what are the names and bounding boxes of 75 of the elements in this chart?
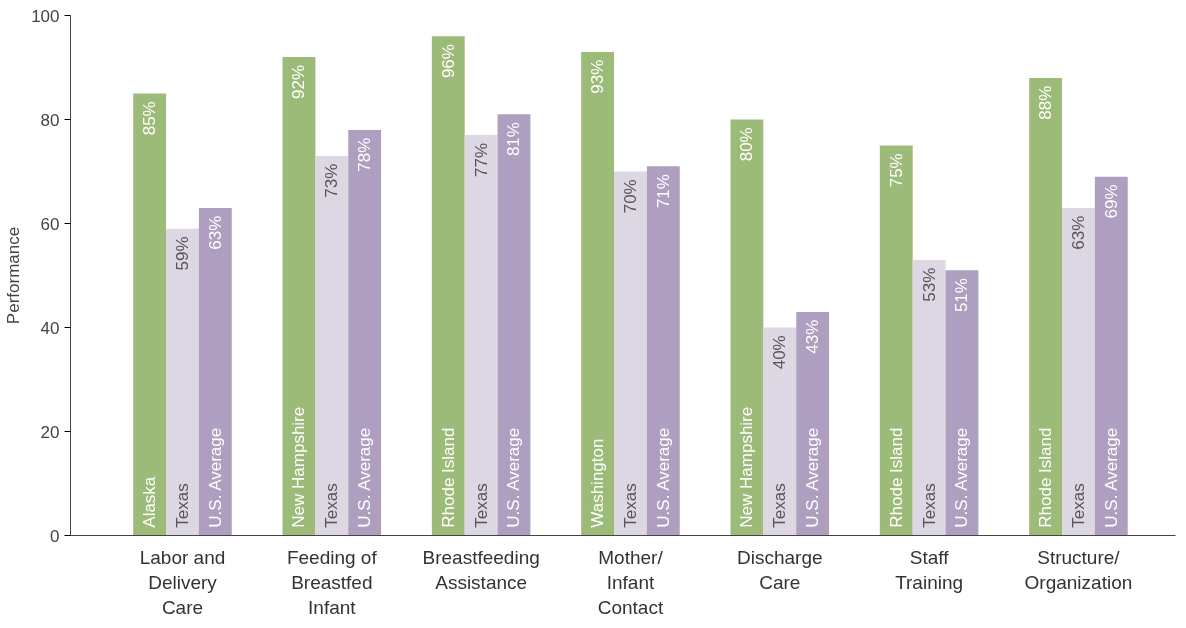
annotation: Washington [588,438,608,528]
bar [646,166,680,536]
y-tick-label: 60 [40,214,60,234]
x-tick-label: Structure/ Organization [1024,546,1133,593]
data-label: 69% [1101,184,1121,219]
bar [581,51,615,536]
data-label: 63% [1068,215,1088,250]
data-label: 93% [588,59,608,94]
bar [763,327,797,536]
bar [315,155,349,536]
data-label: 70% [620,179,640,214]
y-tick-label: 0 [50,526,60,546]
text: Texas [322,483,342,528]
bar [730,119,764,536]
data-label: 85% [140,101,160,136]
text: U.S. Average [803,427,823,528]
text: Texas [172,483,192,528]
annotation: New Hampshire [737,406,757,528]
text: U.S. Average [504,427,524,528]
data-label: 75% [886,153,906,188]
text: U.S. Average [205,427,225,528]
bar [879,145,913,536]
data-label: 81% [504,122,524,157]
x-tick-label: Feeding of Breastfed Infant [286,546,378,618]
data-label: 43% [803,319,823,354]
bar [614,171,647,536]
data-label: 51% [952,278,972,313]
data-label: 96% [438,44,458,79]
bar [464,135,498,536]
data-label: 40% [770,335,790,370]
data-label: 73% [322,163,342,198]
text: Texas [770,483,790,528]
data-label: 71% [653,174,673,209]
bar [431,36,465,536]
bar [912,259,946,536]
y-tick-label: 100 [31,6,60,26]
data-label: 63% [205,215,225,250]
data-label: 59% [172,236,192,271]
data-label: 88% [1036,85,1056,120]
text: Texas [919,483,939,528]
bar [133,93,167,536]
text: Texas [471,483,491,528]
annotation: Rhode Island [438,427,458,528]
data-label: 77% [471,142,491,177]
bar [1029,77,1063,536]
series-label: U.S. Average [355,427,375,528]
data-label: 80% [737,127,757,162]
data-label: 53% [919,267,939,302]
x-tick-label: Discharge Care [737,546,823,593]
text: U.S. Average [1101,427,1121,528]
text: U.S. Average [952,427,972,528]
text: Texas [620,483,640,528]
y-tick-label: 20 [40,422,60,442]
annotation: Alaska [140,476,160,528]
bar [282,57,316,536]
data-label: 78% [355,137,375,172]
bar [166,228,199,536]
bar [348,129,382,536]
x-tick-label: Mother/ Infant Contact [597,546,664,618]
bar [1062,207,1095,536]
text: U.S. Average [653,427,673,528]
y-tick-label: 40 [40,318,60,338]
y-axis-title: Performance [4,226,24,325]
bar [1094,176,1128,536]
annotation: New Hampshire [289,406,309,528]
y-tick-label: 80 [40,110,60,130]
annotation: Rhode Island [1036,427,1056,528]
bar [198,207,232,536]
bar [497,114,531,536]
annotation: Rhode Island [886,427,906,528]
series-label: Texas [1068,483,1088,528]
x-tick-label: Labor and Delivery Care [139,546,226,618]
data-label: 92% [289,64,309,99]
x-tick-label: Breastfeeding Assistance [422,546,540,593]
x-tick-label: Staff Training [895,546,964,593]
